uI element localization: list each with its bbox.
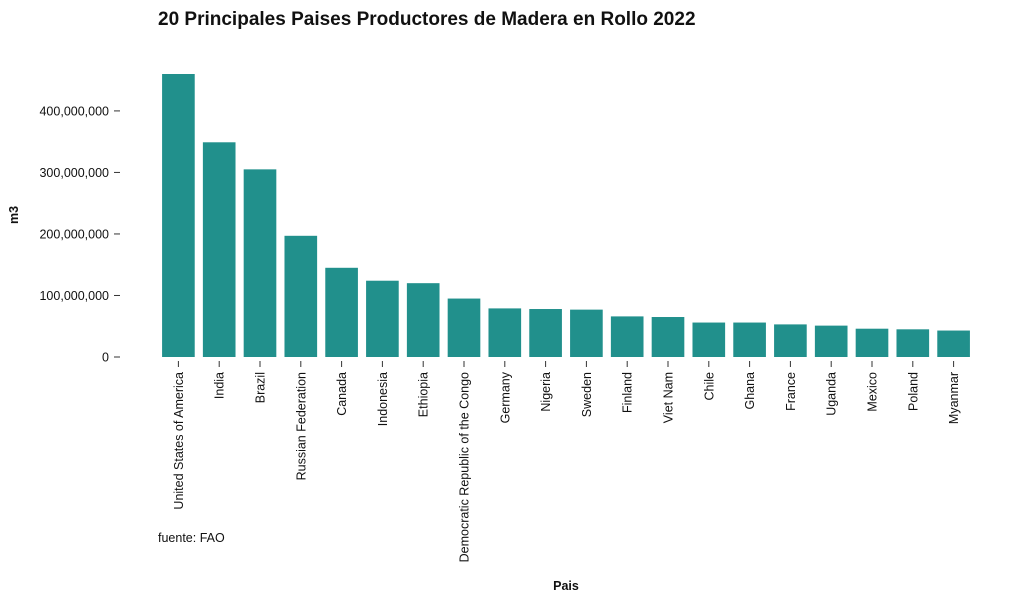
- x-axis: United States of America India Brazil Russi…: [172, 361, 961, 562]
- bar: [447, 298, 481, 357]
- bar: [243, 169, 277, 357]
- x-tick-label: Mexico: [866, 372, 880, 412]
- x-tick-label: France: [784, 372, 798, 411]
- bars-group: [162, 74, 970, 357]
- bar: [406, 283, 440, 357]
- x-tick-label: United States of America: [172, 372, 186, 510]
- bar: [162, 74, 195, 357]
- x-tick-label: Ghana: [743, 372, 757, 410]
- bar: [774, 324, 807, 357]
- bar: [202, 142, 236, 357]
- x-tick-label: India: [213, 372, 227, 399]
- bar: [529, 309, 562, 357]
- x-tick-label: Ethiopia: [417, 372, 431, 417]
- bar: [733, 322, 766, 357]
- y-axis-title: m3: [7, 206, 21, 224]
- x-tick-label: Democratic Republic of the Congo: [458, 372, 472, 562]
- bar: [855, 328, 889, 357]
- x-tick-label: Finland: [621, 372, 635, 413]
- x-tick-label: Nigeria: [539, 372, 553, 412]
- source-caption: fuente: FAO: [158, 531, 225, 545]
- x-tick-label: Poland: [906, 372, 920, 411]
- x-tick-label: Germany: [498, 371, 512, 423]
- y-tick-label: 400,000,000: [39, 104, 109, 118]
- y-tick-label: 300,000,000: [39, 166, 109, 180]
- x-tick-label: Indonesia: [376, 372, 390, 426]
- x-tick-label: Chile: [702, 372, 716, 401]
- bar: [570, 309, 603, 357]
- bar: [366, 280, 399, 357]
- bar: [325, 267, 358, 357]
- y-tick-label: 100,000,000: [39, 289, 109, 303]
- y-axis: 0 100,000,000 200,000,000 300,000,000 400,00…: [39, 104, 120, 365]
- bar: [896, 329, 930, 357]
- bar: [692, 322, 726, 357]
- y-tick-label: 0: [102, 351, 109, 365]
- x-tick-label: Uganda: [825, 372, 839, 416]
- bar: [488, 308, 522, 357]
- bar: [651, 317, 685, 357]
- x-tick-label: Russian Federation: [294, 372, 308, 480]
- x-tick-label: Myanmar: [947, 372, 961, 424]
- x-axis-title: Pais: [553, 579, 579, 593]
- bar: [610, 316, 644, 357]
- y-tick-label: 200,000,000: [39, 227, 109, 241]
- x-tick-label: Brazil: [254, 372, 268, 403]
- x-tick-label: Sweden: [580, 372, 594, 417]
- x-tick-label: Viet Nam: [662, 372, 676, 423]
- bar: [937, 330, 970, 357]
- x-tick-label: Canada: [335, 372, 349, 416]
- bar: [284, 235, 318, 357]
- bar: [814, 325, 848, 357]
- chart-title: 20 Principales Paises Productores de Mad…: [158, 9, 696, 30]
